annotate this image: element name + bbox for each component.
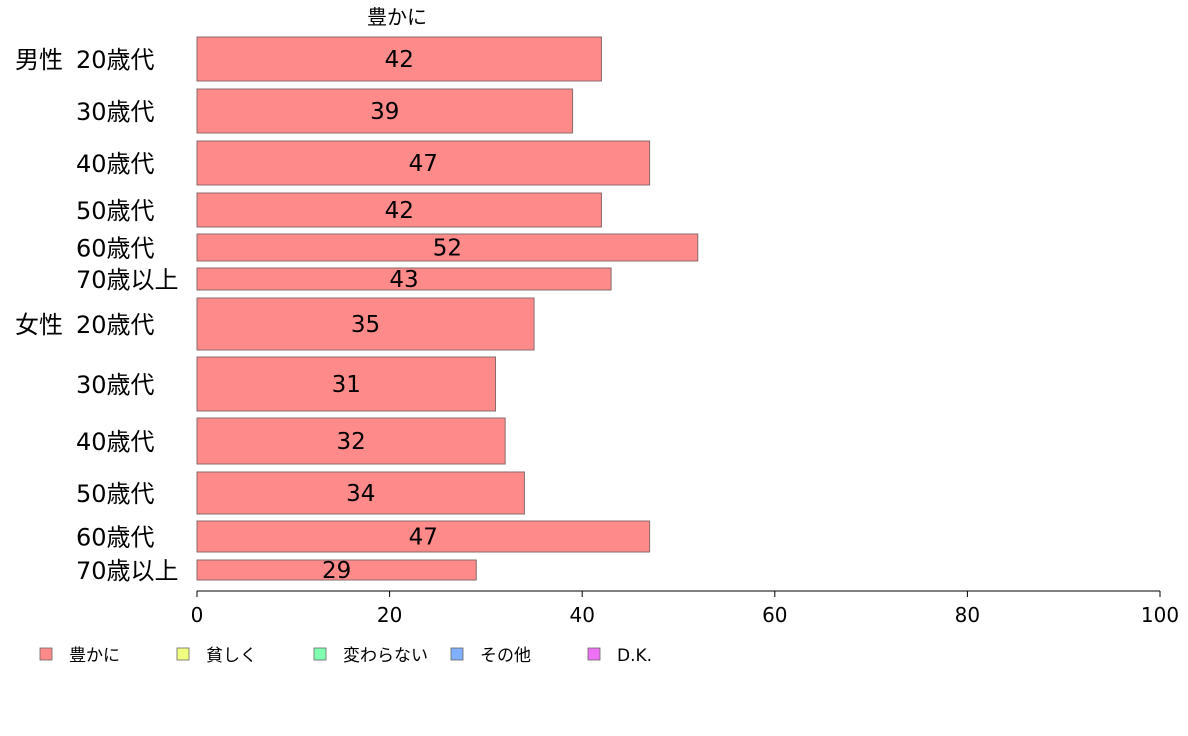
bars-layer: 42 39 47 42 52 43 35 31 32 34 47 29 bbox=[196, 36, 699, 584]
bar bbox=[196, 267, 612, 291]
bar-value-label: 43 bbox=[389, 267, 418, 293]
group-label: 女性 bbox=[15, 311, 63, 339]
legend-label: その他 bbox=[480, 646, 531, 666]
series-title: 豊かに bbox=[367, 5, 427, 29]
bar-value-label: 34 bbox=[346, 481, 375, 507]
bar-value-label: 32 bbox=[336, 429, 365, 455]
x-tick-label: 80 bbox=[955, 603, 980, 627]
legend-swatch bbox=[450, 647, 464, 661]
category-labels: 20歳代男性30歳代40歳代50歳代60歳代70歳以上20歳代女性30歳代40歳… bbox=[15, 46, 179, 585]
legend-swatch bbox=[313, 647, 327, 661]
x-tick-label: 40 bbox=[569, 603, 594, 627]
group-label: 男性 bbox=[15, 46, 63, 74]
bar-value-label: 39 bbox=[370, 99, 399, 125]
category-label: 20歳代 bbox=[76, 311, 155, 339]
bar-value-label: 35 bbox=[351, 312, 380, 338]
legend-label: 変わらない bbox=[343, 646, 428, 666]
bar bbox=[196, 36, 602, 82]
legend-label: D.K. bbox=[617, 646, 652, 666]
legend-label: 豊かに bbox=[69, 646, 120, 666]
bar-value-label: 31 bbox=[332, 372, 361, 398]
category-label: 20歳代 bbox=[76, 46, 155, 74]
x-tick-label: 60 bbox=[762, 603, 787, 627]
category-label: 40歳代 bbox=[76, 150, 155, 178]
bar bbox=[196, 559, 477, 581]
x-tick-label: 20 bbox=[377, 603, 402, 627]
legend-swatch bbox=[176, 647, 190, 661]
bar-value-label: 42 bbox=[385, 198, 414, 224]
x-tick-label: 100 bbox=[1141, 603, 1179, 627]
x-axis: 0 20 40 60 80 100 bbox=[191, 590, 1179, 627]
bar-value-label: 29 bbox=[322, 558, 351, 584]
bar bbox=[196, 520, 651, 553]
bar-value-label: 52 bbox=[433, 236, 462, 262]
category-label: 50歳代 bbox=[76, 480, 155, 508]
legend-swatch bbox=[587, 647, 601, 661]
category-label: 40歳代 bbox=[76, 428, 155, 456]
category-label: 30歳代 bbox=[76, 371, 155, 399]
category-label: 70歳以上 bbox=[76, 557, 179, 585]
bar bbox=[196, 297, 535, 351]
x-tick-label: 0 bbox=[191, 603, 204, 627]
bar-value-label: 47 bbox=[409, 525, 438, 551]
category-label: 70歳以上 bbox=[76, 266, 179, 294]
bar-value-label: 42 bbox=[385, 47, 414, 73]
category-label: 60歳代 bbox=[76, 524, 155, 552]
category-label: 50歳代 bbox=[76, 197, 155, 225]
category-label: 60歳代 bbox=[76, 235, 155, 263]
bar bbox=[196, 417, 506, 465]
bar bbox=[196, 471, 525, 515]
legend: 豊かに 貧しく 変わらない その他 D.K. bbox=[39, 646, 652, 666]
bar bbox=[196, 192, 602, 228]
bar bbox=[196, 88, 574, 134]
category-label: 30歳代 bbox=[76, 98, 155, 126]
bar-value-label: 47 bbox=[409, 151, 438, 177]
legend-label: 貧しく bbox=[206, 646, 257, 666]
bar bbox=[196, 140, 651, 186]
legend-swatch bbox=[39, 647, 53, 661]
bar bbox=[196, 356, 497, 412]
bar bbox=[196, 233, 699, 262]
